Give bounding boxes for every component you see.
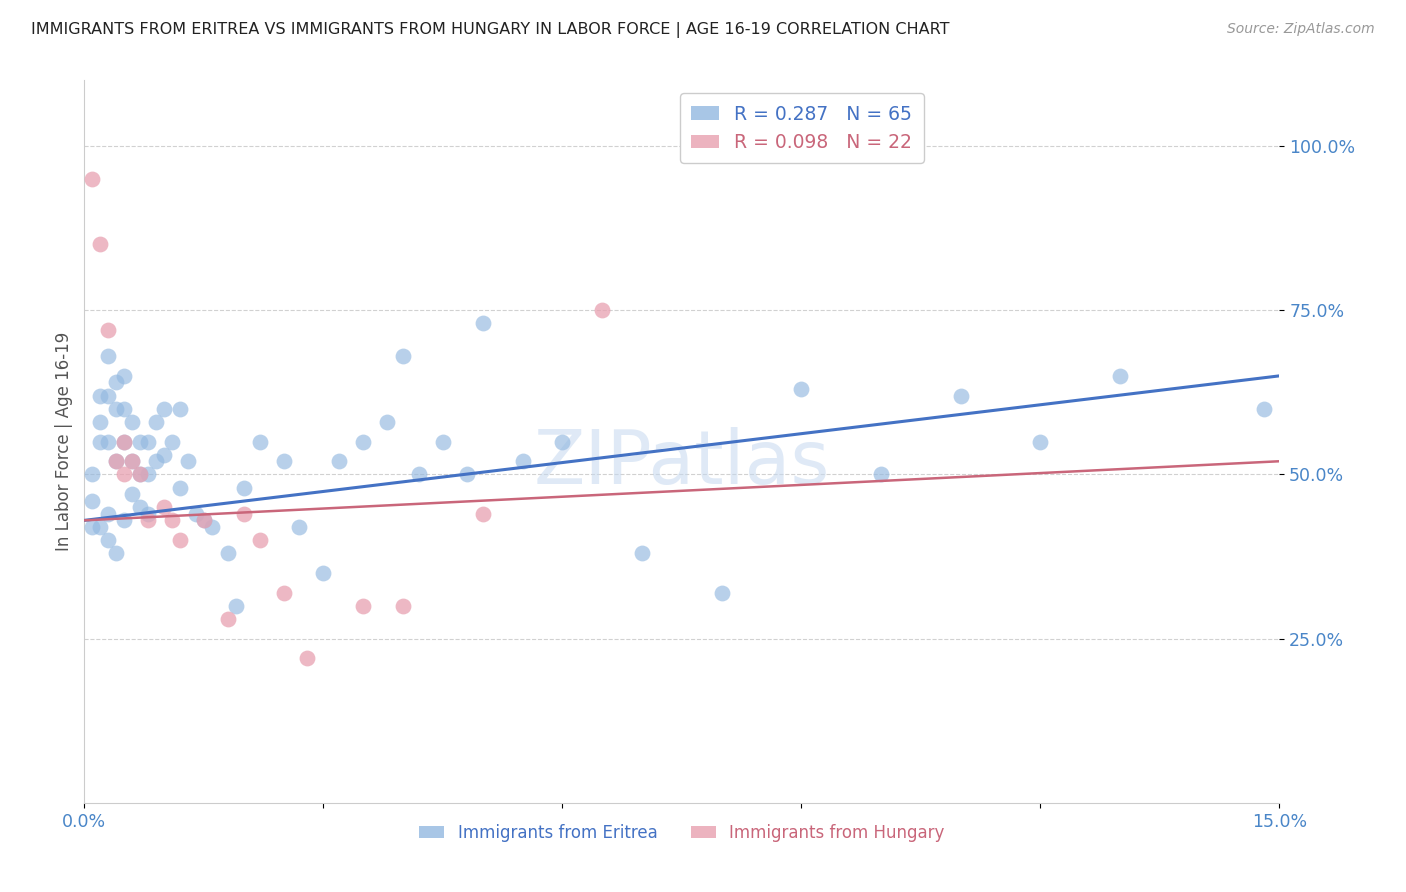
- Point: [551, 434, 574, 449]
- Point: [392, 349, 415, 363]
- Point: [273, 454, 295, 468]
- Point: [112, 401, 135, 416]
- Point: [112, 434, 135, 449]
- Point: [232, 481, 254, 495]
- Point: [105, 546, 128, 560]
- Point: [193, 513, 215, 527]
- Point: [328, 454, 350, 468]
- Point: [177, 454, 200, 468]
- Point: [82, 467, 104, 482]
- Point: [136, 513, 159, 527]
- Point: [105, 376, 128, 390]
- Point: [184, 507, 207, 521]
- Point: [631, 546, 654, 560]
- Point: [121, 454, 143, 468]
- Point: [471, 316, 494, 330]
- Point: [129, 467, 152, 482]
- Point: [121, 454, 143, 468]
- Point: [82, 171, 104, 186]
- Point: [136, 507, 159, 521]
- Point: [82, 520, 104, 534]
- Point: [153, 448, 176, 462]
- Y-axis label: In Labor Force | Age 16-19: In Labor Force | Age 16-19: [55, 332, 73, 551]
- Point: [112, 467, 135, 482]
- Point: [112, 434, 135, 449]
- Point: [121, 415, 143, 429]
- Point: [225, 599, 247, 613]
- Point: [129, 434, 152, 449]
- Point: [870, 467, 893, 482]
- Point: [1253, 401, 1275, 416]
- Text: Source: ZipAtlas.com: Source: ZipAtlas.com: [1227, 22, 1375, 37]
- Point: [89, 415, 111, 429]
- Point: [217, 612, 239, 626]
- Point: [105, 401, 128, 416]
- Point: [97, 349, 120, 363]
- Point: [129, 467, 152, 482]
- Point: [160, 434, 183, 449]
- Point: [312, 566, 335, 580]
- Point: [1029, 434, 1052, 449]
- Point: [232, 507, 254, 521]
- Point: [249, 434, 271, 449]
- Text: ZIPatlas: ZIPatlas: [534, 426, 830, 500]
- Point: [160, 513, 183, 527]
- Point: [121, 487, 143, 501]
- Point: [153, 401, 176, 416]
- Point: [456, 467, 478, 482]
- Point: [288, 520, 311, 534]
- Point: [129, 500, 152, 515]
- Point: [89, 237, 111, 252]
- Point: [949, 388, 972, 402]
- Point: [97, 533, 120, 547]
- Point: [249, 533, 271, 547]
- Point: [136, 434, 159, 449]
- Point: [97, 388, 120, 402]
- Point: [790, 382, 813, 396]
- Point: [297, 651, 319, 665]
- Point: [273, 585, 295, 599]
- Point: [105, 454, 128, 468]
- Point: [710, 585, 733, 599]
- Point: [89, 434, 111, 449]
- Point: [169, 481, 191, 495]
- Point: [153, 500, 176, 515]
- Point: [512, 454, 534, 468]
- Point: [375, 415, 398, 429]
- Point: [89, 388, 111, 402]
- Point: [145, 415, 167, 429]
- Point: [82, 493, 104, 508]
- Point: [89, 520, 111, 534]
- Point: [97, 507, 120, 521]
- Point: [169, 533, 191, 547]
- Point: [112, 513, 135, 527]
- Point: [169, 401, 191, 416]
- Point: [591, 303, 613, 318]
- Point: [432, 434, 454, 449]
- Point: [392, 599, 415, 613]
- Point: [471, 507, 494, 521]
- Text: IMMIGRANTS FROM ERITREA VS IMMIGRANTS FROM HUNGARY IN LABOR FORCE | AGE 16-19 CO: IMMIGRANTS FROM ERITREA VS IMMIGRANTS FR…: [31, 22, 949, 38]
- Point: [408, 467, 430, 482]
- Point: [97, 434, 120, 449]
- Legend: Immigrants from Eritrea, Immigrants from Hungary: Immigrants from Eritrea, Immigrants from…: [413, 817, 950, 848]
- Point: [193, 513, 215, 527]
- Point: [105, 454, 128, 468]
- Point: [217, 546, 239, 560]
- Point: [201, 520, 224, 534]
- Point: [352, 599, 374, 613]
- Point: [145, 454, 167, 468]
- Point: [97, 323, 120, 337]
- Point: [352, 434, 374, 449]
- Point: [112, 368, 135, 383]
- Point: [136, 467, 159, 482]
- Point: [1109, 368, 1132, 383]
